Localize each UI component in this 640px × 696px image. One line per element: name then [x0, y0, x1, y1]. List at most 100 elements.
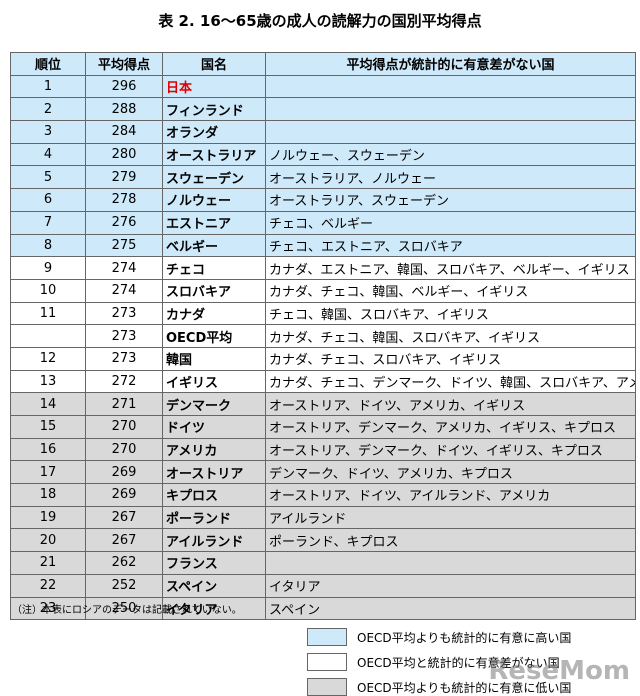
similar-cell: オーストリア、ドイツ、アメリカ、イギリス: [265, 392, 636, 416]
rank-cell: 5: [10, 165, 86, 190]
similar-cell: [265, 551, 636, 575]
score-cell: 280: [85, 142, 163, 167]
score-cell: 288: [85, 97, 163, 122]
similar-cell: オーストラリア、ノルウェー: [265, 165, 636, 190]
score-cell: 272: [85, 369, 163, 394]
similar-cell: [265, 97, 636, 122]
similar-cell: カナダ、エストニア、韓国、スロバキア、ベルギー、イギリス: [265, 256, 636, 280]
rank-cell: 22: [10, 573, 86, 598]
rank-cell: 11: [10, 301, 86, 326]
rank-cell: 10: [10, 278, 86, 303]
similar-cell: オーストリア、デンマーク、ドイツ、イギリス、キプロス: [265, 437, 636, 462]
similar-cell: カナダ、チェコ、デンマーク、ドイツ、韓国、スロバキア、アメリカ: [265, 369, 636, 394]
table-row: 1 296 日本: [10, 74, 636, 99]
similar-cell: アイルランド: [265, 505, 636, 530]
country-cell: デンマーク: [162, 392, 266, 416]
rank-cell: 2: [10, 97, 86, 122]
table-row: 23 250 イタリア スペイン: [10, 596, 636, 621]
rank-cell: 15: [10, 415, 86, 439]
rank-cell: 12: [10, 346, 86, 371]
title: 表 2. 16～65歳の成人の読解力の国別平均得点: [158, 12, 482, 30]
header-row: 順位 平均得点 国名 平均得点が統計的に有意差がない国: [10, 52, 636, 76]
score-cell: 262: [85, 551, 163, 575]
table-row: 21 262 フランス: [10, 551, 636, 575]
table-row: 7 276 エストニア チェコ、ベルギー: [10, 210, 636, 235]
country-cell: 日本: [162, 74, 266, 99]
similar-cell: オーストリア、デンマーク、アメリカ、イギリス、キプロス: [265, 415, 636, 439]
table-row: 11 273 カナダ チェコ、韓国、スロバキア、イギリス: [10, 301, 636, 326]
rank-cell: 21: [10, 551, 86, 575]
rank-cell: 18: [10, 483, 86, 507]
table-row: 12 273 韓国 カナダ、チェコ、スロバキア、イギリス: [10, 346, 636, 371]
table-row: 5 279 スウェーデン オーストラリア、ノルウェー: [10, 165, 636, 190]
legend-swatch: [307, 653, 347, 671]
similar-cell: デンマーク、ドイツ、アメリカ、キプロス: [265, 460, 636, 485]
score-cell: 284: [85, 120, 163, 144]
rank-cell: 8: [10, 233, 86, 258]
similar-cell: [265, 74, 636, 99]
table-row: 8 275 ベルギー チェコ、エストニア、スロバキア: [10, 233, 636, 258]
table-row: 10 274 スロバキア カナダ、チェコ、韓国、ベルギー、イギリス: [10, 278, 636, 303]
score-cell: 267: [85, 505, 163, 530]
score-cell: 279: [85, 165, 163, 190]
similar-cell: カナダ、チェコ、韓国、ベルギー、イギリス: [265, 278, 636, 303]
table-row: 19 267 ポーランド アイルランド: [10, 505, 636, 530]
country-cell: スウェーデン: [162, 165, 266, 190]
header-cell: 国名: [162, 52, 266, 76]
rank-cell: 4: [10, 142, 86, 167]
legend-swatch: [307, 678, 347, 696]
score-cell: 274: [85, 256, 163, 280]
table-row: 273 OECD平均 カナダ、チェコ、韓国、スロバキア、イギリス: [10, 324, 636, 348]
similar-cell: ノルウェー、スウェーデン: [265, 142, 636, 167]
country-cell: チェコ: [162, 256, 266, 280]
similar-cell: [265, 120, 636, 144]
similar-cell: イタリア: [265, 573, 636, 598]
similar-cell: チェコ、ベルギー: [265, 210, 636, 235]
rank-cell: 9: [10, 256, 86, 280]
rank-cell: 19: [10, 505, 86, 530]
score-table: 順位 平均得点 国名 平均得点が統計的に有意差がない国 1 296 日本 2 288 フィンラン…: [10, 52, 636, 621]
country-cell: イギリス: [162, 369, 266, 394]
country-cell: アメリカ: [162, 437, 266, 462]
similar-cell: チェコ、エストニア、スロバキア: [265, 233, 636, 258]
country-cell: キプロス: [162, 483, 266, 507]
score-cell: 269: [85, 483, 163, 507]
country-cell: ベルギー: [162, 233, 266, 258]
score-cell: 250: [85, 596, 163, 621]
rank-cell: 6: [10, 188, 86, 212]
country-cell: ノルウェー: [162, 188, 266, 212]
rank-cell: 20: [10, 528, 86, 553]
rank-cell: 23: [10, 596, 86, 621]
score-cell: 276: [85, 210, 163, 235]
country-cell: フィンランド: [162, 97, 266, 122]
similar-cell: スペイン: [265, 596, 636, 621]
table-row: 9 274 チェコ カナダ、エストニア、韓国、スロバキア、ベルギー、イギリス: [10, 256, 636, 280]
legend-label: OECD平均よりも統計的に有意に高い国: [357, 631, 572, 645]
similar-cell: ポーランド、キプロス: [265, 528, 636, 553]
table-row: 14 271 デンマーク オーストリア、ドイツ、アメリカ、イギリス: [10, 392, 636, 416]
score-cell: 296: [85, 74, 163, 99]
score-cell: 252: [85, 573, 163, 598]
country-cell: スペイン: [162, 573, 266, 598]
rank-cell: 14: [10, 392, 86, 416]
legend-label: OECD平均よりも統計的に有意に低い国: [357, 681, 572, 695]
country-cell: オランダ: [162, 120, 266, 144]
table-row: 16 270 アメリカ オーストリア、デンマーク、ドイツ、イギリス、キプロス: [10, 437, 636, 462]
country-cell: オーストリア: [162, 460, 266, 485]
country-cell: 韓国: [162, 346, 266, 371]
score-cell: 275: [85, 233, 163, 258]
similar-cell: オーストリア、ドイツ、アイルランド、アメリカ: [265, 483, 636, 507]
similar-cell: カナダ、チェコ、スロバキア、イギリス: [265, 346, 636, 371]
score-cell: 273: [85, 346, 163, 371]
score-cell: 271: [85, 392, 163, 416]
score-cell: 278: [85, 188, 163, 212]
similar-cell: チェコ、韓国、スロバキア、イギリス: [265, 301, 636, 326]
country-cell: スロバキア: [162, 278, 266, 303]
rank-cell: 17: [10, 460, 86, 485]
score-cell: 273: [85, 301, 163, 326]
rank-cell: 13: [10, 369, 86, 394]
country-cell: アイルランド: [162, 528, 266, 553]
country-cell: ドイツ: [162, 415, 266, 439]
table-row: 6 278 ノルウェー オーストラリア、スウェーデン: [10, 188, 636, 212]
